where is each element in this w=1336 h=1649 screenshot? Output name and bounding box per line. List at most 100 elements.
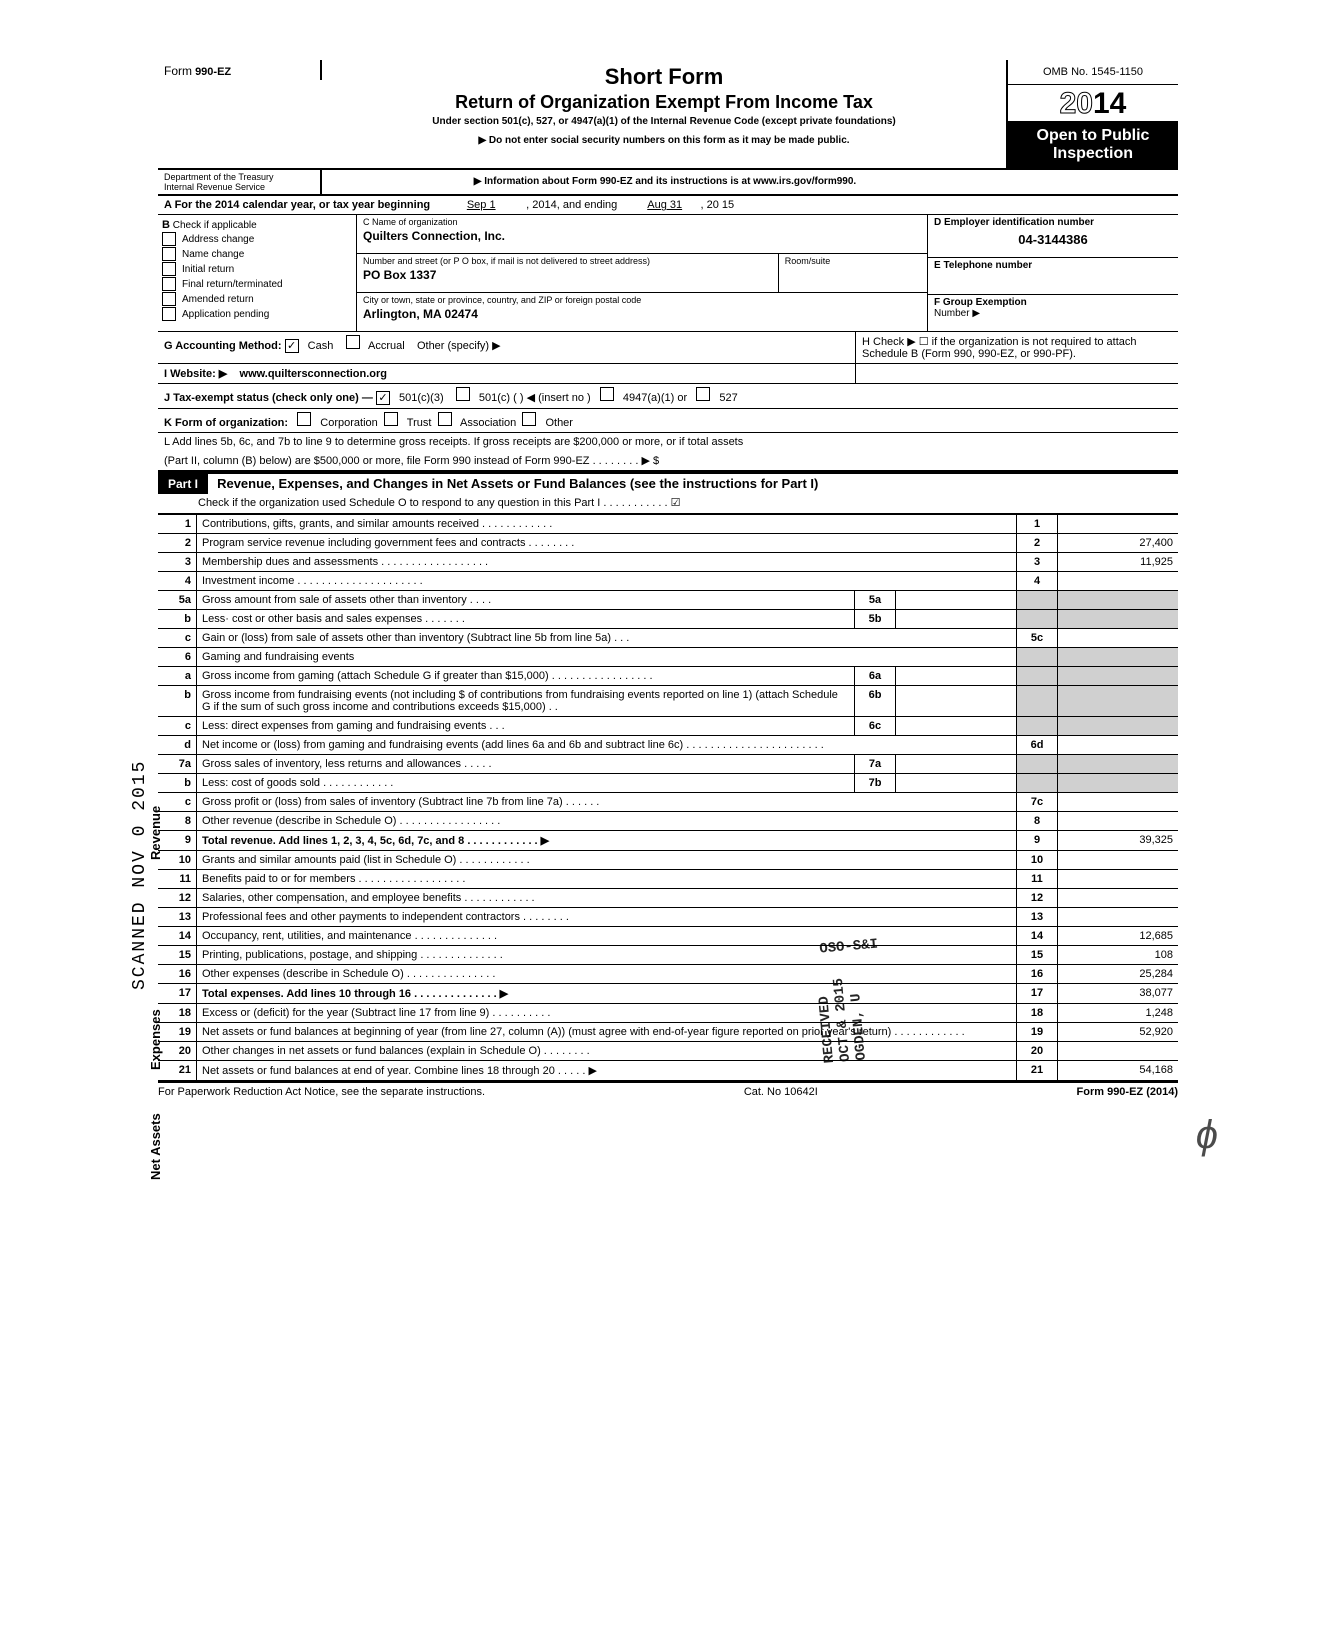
line-rno: 14 xyxy=(1017,926,1058,945)
line-rno: 16 xyxy=(1017,964,1058,983)
line-desc: Professional fees and other payments to … xyxy=(197,907,1017,926)
lines-table: 1Contributions, gifts, grants, and simil… xyxy=(158,514,1178,1081)
rval-5b-shade xyxy=(1058,609,1179,628)
subval-5a[interactable] xyxy=(896,590,1017,609)
h-cont xyxy=(855,364,1178,383)
k-checkbox[interactable] xyxy=(384,412,398,426)
side-expenses: Expenses xyxy=(148,1009,163,1070)
checkbox[interactable] xyxy=(162,292,176,306)
line-rval[interactable]: 52,920 xyxy=(1058,1022,1179,1041)
subval-6a[interactable] xyxy=(896,666,1017,685)
rval-7c[interactable] xyxy=(1058,792,1179,811)
line-rval[interactable]: 108 xyxy=(1058,945,1179,964)
b-checkbox-item: Application pending xyxy=(162,307,352,321)
accrual-checkbox[interactable] xyxy=(346,335,360,349)
k-checkbox[interactable] xyxy=(297,412,311,426)
checkbox[interactable] xyxy=(162,247,176,261)
line-rval[interactable]: 25,284 xyxy=(1058,964,1179,983)
line-rval[interactable]: 12,685 xyxy=(1058,926,1179,945)
line-no: 1 xyxy=(158,514,197,533)
line-no: 3 xyxy=(158,552,197,571)
line-rval[interactable]: 54,168 xyxy=(1058,1060,1179,1080)
subval-7b[interactable] xyxy=(896,773,1017,792)
line-desc: Excess or (deficit) for the year (Subtra… xyxy=(197,1003,1017,1022)
a-end: Aug 31 xyxy=(647,199,682,211)
line-i: I Website: ▶ www.quiltersconnection.org xyxy=(158,364,855,383)
line-rval[interactable]: 39,325 xyxy=(1058,830,1179,850)
line-no: 8 xyxy=(158,811,197,830)
subval-5b[interactable] xyxy=(896,609,1017,628)
line-desc: Other revenue (describe in Schedule O) .… xyxy=(197,811,1017,830)
table-row: 17Total expenses. Add lines 10 through 1… xyxy=(158,983,1178,1003)
line-rval[interactable] xyxy=(1058,888,1179,907)
c-label: C Name of organization xyxy=(363,217,921,227)
street-label: Number and street (or P O box, if mail i… xyxy=(363,256,772,266)
title-sub: Return of Organization Exempt From Incom… xyxy=(332,92,996,113)
b-check: Check if applicable xyxy=(173,220,257,231)
line-no: 14 xyxy=(158,926,197,945)
k-checkbox[interactable] xyxy=(522,412,536,426)
a-mid: , 2014, and ending xyxy=(526,199,617,211)
line-desc: Net assets or fund balances at end of ye… xyxy=(197,1060,1017,1080)
street-cell: Number and street (or P O box, if mail i… xyxy=(357,254,778,292)
line-rval[interactable] xyxy=(1058,571,1179,590)
cash-checkbox[interactable]: ✓ xyxy=(285,339,299,353)
line-rval[interactable] xyxy=(1058,869,1179,888)
line-rval[interactable]: 27,400 xyxy=(1058,533,1179,552)
table-row: 15Printing, publications, postage, and s… xyxy=(158,945,1178,964)
j-c3-checkbox[interactable]: ✓ xyxy=(376,391,390,405)
j-527-checkbox[interactable] xyxy=(696,387,710,401)
j-527: 527 xyxy=(719,392,737,404)
section-c: C Name of organization Quilters Connecti… xyxy=(356,215,927,331)
a-label: A For the 2014 calendar year, or tax yea… xyxy=(164,199,430,211)
checkbox[interactable] xyxy=(162,307,176,321)
line-rval[interactable] xyxy=(1058,514,1179,533)
section-f: F Group Exemption Number ▶ xyxy=(928,295,1178,331)
k-opt: Association xyxy=(460,417,516,429)
subval-7a[interactable] xyxy=(896,754,1017,773)
sub-6a: 6a xyxy=(855,666,896,685)
subval-6b[interactable] xyxy=(896,685,1017,716)
checkbox[interactable] xyxy=(162,262,176,276)
j-label: J Tax-exempt status (check only one) — xyxy=(164,392,373,404)
d-label: D Employer identification number xyxy=(934,217,1094,228)
f-label: F Group Exemption xyxy=(934,297,1027,308)
line-6a: a Gross income from gaming (attach Sched… xyxy=(158,666,1178,685)
table-row: 19Net assets or fund balances at beginni… xyxy=(158,1022,1178,1041)
k-checkbox[interactable] xyxy=(438,412,452,426)
rval-5c[interactable] xyxy=(1058,628,1179,647)
j-a1-checkbox[interactable] xyxy=(600,387,614,401)
line-no: 10 xyxy=(158,850,197,869)
desc-5c: Gain or (loss) from sale of assets other… xyxy=(197,628,1017,647)
line-rval[interactable]: 38,077 xyxy=(1058,983,1179,1003)
j-c-checkbox[interactable] xyxy=(456,387,470,401)
desc-7b: Less: cost of goods sold . . . . . . . .… xyxy=(197,773,855,792)
line-rno: 13 xyxy=(1017,907,1058,926)
checkbox[interactable] xyxy=(162,277,176,291)
rno-7c: 7c xyxy=(1017,792,1058,811)
line-rval[interactable] xyxy=(1058,907,1179,926)
line-rval[interactable] xyxy=(1058,1041,1179,1060)
room-label: Room/suite xyxy=(785,256,921,266)
line-rno: 15 xyxy=(1017,945,1058,964)
line-desc: Printing, publications, postage, and shi… xyxy=(197,945,1017,964)
line-rval[interactable]: 1,248 xyxy=(1058,1003,1179,1022)
desc-6: Gaming and fundraising events xyxy=(197,647,1017,666)
line-g: G Accounting Method: ✓ Cash Accrual Othe… xyxy=(158,332,855,363)
line-no: 20 xyxy=(158,1041,197,1060)
g-cash: Cash xyxy=(308,340,334,352)
line-rval[interactable] xyxy=(1058,811,1179,830)
line-rno: 17 xyxy=(1017,983,1058,1003)
f-sub: Number ▶ xyxy=(934,308,980,319)
j-a1: 4947(a)(1) or xyxy=(623,392,687,404)
line-rval[interactable] xyxy=(1058,850,1179,869)
line-7b: b Less: cost of goods sold . . . . . . .… xyxy=(158,773,1178,792)
line-desc: Total revenue. Add lines 1, 2, 3, 4, 5c,… xyxy=(197,830,1017,850)
checkbox-label: Final return/terminated xyxy=(182,279,283,290)
subval-6c[interactable] xyxy=(896,716,1017,735)
sub-5a: 5a xyxy=(855,590,896,609)
line-rval[interactable]: 11,925 xyxy=(1058,552,1179,571)
rval-6d[interactable] xyxy=(1058,735,1179,754)
checkbox[interactable] xyxy=(162,232,176,246)
line-i-row: I Website: ▶ www.quiltersconnection.org xyxy=(158,364,1178,384)
